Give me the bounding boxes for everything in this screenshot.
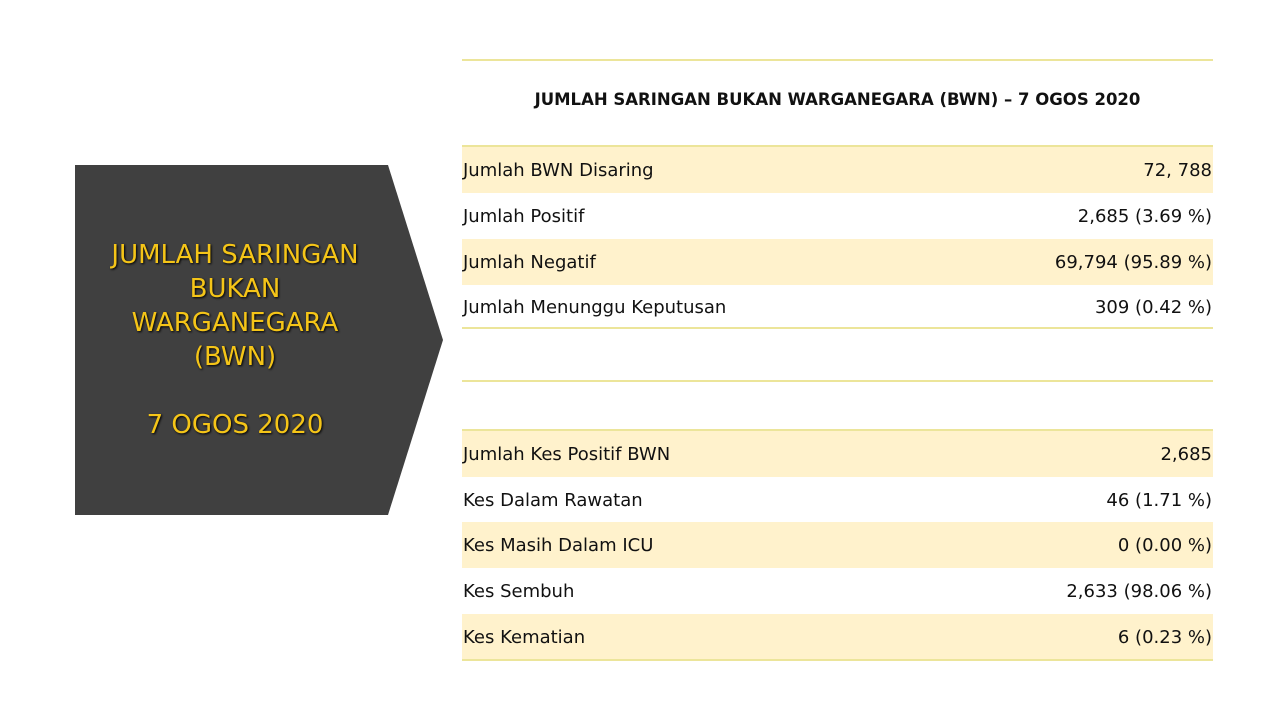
divider bbox=[462, 380, 1213, 382]
table-row: Kes Kematian 6 (0.23 %) bbox=[462, 614, 1213, 660]
banner-line: (BWN) bbox=[193, 342, 277, 372]
banner-line: JUMLAH SARINGAN bbox=[111, 240, 359, 270]
banner-title: JUMLAH SARINGAN BUKAN WARGANEGARA (BWN) … bbox=[75, 165, 395, 515]
table-row: Kes Sembuh 2,633 (98.06 %) bbox=[462, 568, 1213, 614]
row-label: Jumlah Kes Positif BWN bbox=[463, 443, 671, 465]
table-row: Jumlah Menunggu Keputusan 309 (0.42 %) bbox=[462, 284, 1213, 330]
table-row: Jumlah Positif 2,685 (3.69 %) bbox=[462, 193, 1213, 239]
table-row: Kes Dalam Rawatan 46 (1.71 %) bbox=[462, 477, 1213, 523]
banner-line: BUKAN bbox=[189, 274, 281, 304]
row-value: 309 (0.42 %) bbox=[1094, 296, 1212, 318]
banner-arrow-shape bbox=[75, 165, 443, 515]
table-row: Jumlah Kes Positif BWN 2,685 bbox=[462, 431, 1213, 477]
table-row: Jumlah BWN Disaring 72, 788 bbox=[462, 147, 1213, 193]
row-value: 2,633 (98.06 %) bbox=[1066, 580, 1212, 602]
banner-date: 7 OGOS 2020 bbox=[146, 410, 324, 440]
divider bbox=[462, 429, 1213, 431]
row-value: 0 (0.00 %) bbox=[1117, 534, 1212, 556]
table-title: JUMLAH SARINGAN BUKAN WARGANEGARA (BWN) … bbox=[534, 90, 1141, 109]
row-label: Kes Kematian bbox=[463, 626, 586, 648]
row-label: Kes Dalam Rawatan bbox=[463, 489, 643, 511]
row-value: 2,685 (3.69 %) bbox=[1077, 205, 1212, 227]
row-label: Jumlah Positif bbox=[463, 205, 585, 227]
row-value: 46 (1.71 %) bbox=[1106, 489, 1212, 511]
divider bbox=[462, 145, 1213, 147]
row-label: Jumlah BWN Disaring bbox=[463, 159, 654, 181]
row-label: Jumlah Menunggu Keputusan bbox=[463, 296, 727, 318]
divider bbox=[462, 327, 1213, 329]
row-label: Kes Sembuh bbox=[463, 580, 575, 602]
row-value: 2,685 bbox=[1160, 443, 1212, 465]
row-value: 69,794 (95.89 %) bbox=[1054, 251, 1212, 273]
divider bbox=[462, 59, 1213, 61]
row-value: 6 (0.23 %) bbox=[1117, 626, 1212, 648]
row-label: Jumlah Negatif bbox=[463, 251, 596, 273]
row-value: 72, 788 bbox=[1143, 159, 1212, 181]
banner-line: WARGANEGARA bbox=[131, 308, 339, 338]
divider bbox=[462, 659, 1213, 661]
row-label: Kes Masih Dalam ICU bbox=[463, 534, 654, 556]
table-row: Kes Masih Dalam ICU 0 (0.00 %) bbox=[462, 522, 1213, 568]
table-row: Jumlah Negatif 69,794 (95.89 %) bbox=[462, 239, 1213, 285]
